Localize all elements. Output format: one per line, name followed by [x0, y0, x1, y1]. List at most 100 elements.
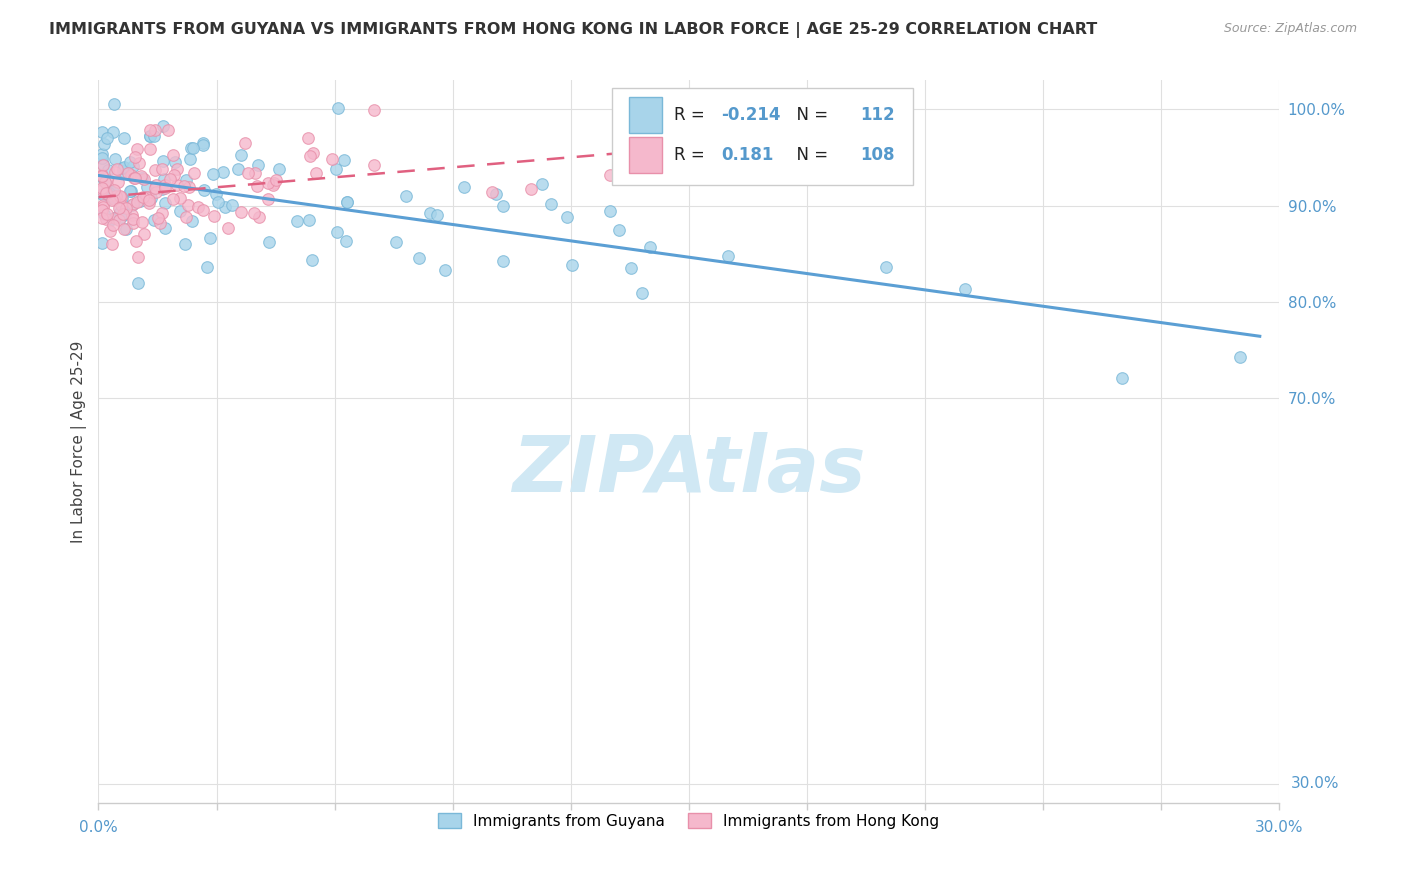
Point [481, 185, 503, 199]
Point [153, 221, 176, 235]
Point [166, 178, 188, 192]
Point [91, 171, 114, 186]
Point [110, 211, 132, 225]
Point [96, 186, 118, 200]
Point [394, 189, 416, 203]
Point [121, 208, 143, 222]
Point [96, 172, 118, 186]
Point [149, 216, 172, 230]
Point [125, 141, 148, 155]
Point [91, 180, 114, 194]
Point [93, 136, 115, 151]
Point [103, 189, 125, 203]
Point [191, 138, 214, 153]
Point [229, 147, 252, 161]
Point [127, 251, 149, 265]
Point [150, 161, 173, 176]
Point [540, 197, 562, 211]
Point [112, 207, 135, 221]
Point [1229, 350, 1251, 364]
Text: N =: N = [786, 145, 834, 164]
Y-axis label: In Labor Force | Age 25-29: In Labor Force | Age 25-29 [72, 341, 87, 542]
Point [162, 148, 184, 162]
Point [243, 166, 266, 180]
Point [169, 191, 191, 205]
Text: 108: 108 [860, 145, 894, 164]
Text: 0.181: 0.181 [721, 145, 773, 164]
Point [111, 164, 134, 178]
Point [335, 195, 357, 210]
Point [122, 171, 145, 186]
Point [145, 178, 167, 192]
Point [96, 131, 118, 145]
Point [174, 172, 197, 186]
Point [555, 211, 578, 225]
Point [385, 235, 408, 250]
Point [198, 231, 221, 245]
Point [204, 187, 226, 202]
Point [110, 198, 132, 212]
Text: N =: N = [786, 106, 834, 124]
Point [125, 195, 148, 210]
Point [298, 213, 321, 227]
Point [326, 225, 349, 239]
Point [202, 210, 225, 224]
Text: Source: ZipAtlas.com: Source: ZipAtlas.com [1223, 22, 1357, 36]
Point [101, 186, 124, 200]
Point [363, 158, 385, 172]
Point [91, 236, 114, 251]
Point [599, 203, 621, 218]
Point [114, 201, 136, 215]
Point [152, 154, 174, 169]
Point [236, 165, 259, 179]
Point [332, 153, 354, 167]
Point [101, 125, 124, 139]
Point [91, 158, 114, 172]
Point [101, 189, 124, 203]
Point [257, 235, 280, 250]
Point [152, 172, 174, 186]
Point [233, 136, 256, 150]
Point [301, 252, 323, 267]
Point [561, 258, 583, 272]
Point [121, 211, 143, 226]
Point [717, 249, 740, 263]
Point [110, 189, 132, 203]
Point [91, 211, 114, 225]
Point [145, 185, 167, 199]
Point [166, 161, 188, 176]
Point [124, 150, 146, 164]
Point [91, 168, 114, 182]
Point [159, 171, 181, 186]
Point [103, 192, 125, 206]
Point [408, 251, 430, 265]
Text: R =: R = [673, 106, 710, 124]
Point [156, 123, 179, 137]
Point [118, 155, 141, 169]
Point [229, 205, 252, 219]
Point [112, 130, 135, 145]
Point [131, 215, 153, 229]
Point [135, 180, 157, 194]
Point [91, 183, 114, 197]
Point [285, 214, 308, 228]
Point [139, 142, 162, 156]
Point [202, 167, 225, 181]
Point [120, 184, 142, 198]
Point [94, 212, 117, 227]
Point [100, 212, 122, 227]
Point [114, 207, 136, 221]
Point [212, 165, 235, 179]
Point [91, 125, 114, 139]
Point [433, 262, 456, 277]
Point [143, 162, 166, 177]
Point [91, 146, 114, 161]
Point [132, 190, 155, 204]
Point [128, 156, 150, 170]
Point [122, 197, 145, 211]
Point [91, 151, 114, 165]
Point [143, 123, 166, 137]
Point [242, 206, 264, 220]
Point [363, 103, 385, 117]
Point [257, 176, 280, 190]
